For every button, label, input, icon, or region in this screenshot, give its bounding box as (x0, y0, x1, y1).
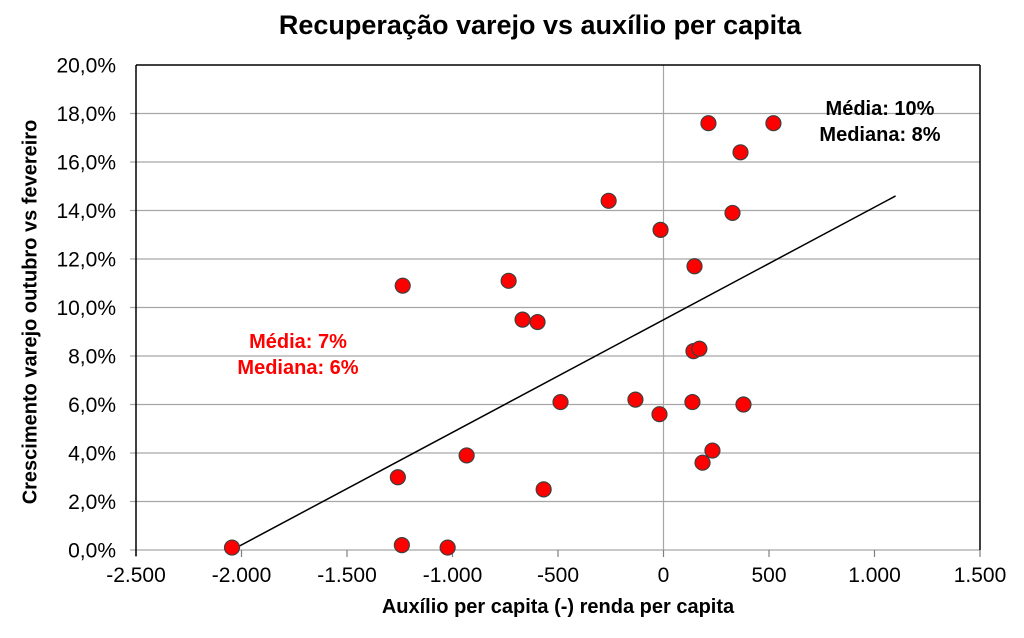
x-tick-label: 500 (751, 564, 786, 587)
data-point (691, 340, 708, 357)
data-point (652, 221, 669, 238)
y-tick-label: 0,0% (68, 540, 116, 563)
data-point (389, 469, 406, 486)
x-tick-label: -500 (537, 564, 579, 587)
y-tick-label: 20,0% (56, 55, 116, 78)
x-axis-title: Auxílio per capita (-) renda per capita (381, 596, 735, 618)
x-tick-label: 0 (658, 564, 670, 587)
data-point (458, 447, 475, 464)
data-point (394, 277, 411, 294)
annotation-right-media: Média: 10% (825, 98, 935, 120)
x-tick-label: -2.000 (212, 564, 272, 587)
data-point (439, 539, 456, 556)
x-tick-label: 1.500 (954, 564, 1007, 587)
annotation-left-media: Média: 7% (249, 331, 347, 353)
y-tick-label: 10,0% (56, 297, 116, 320)
data-point (694, 454, 711, 471)
y-tick-label: 8,0% (68, 346, 116, 369)
data-point (765, 115, 782, 132)
annotation-right-group: Média: 10% Mediana: 8% (819, 96, 940, 148)
data-point (704, 442, 721, 459)
y-tick-label: 18,0% (56, 103, 116, 126)
annotation-left-mediana: Mediana: 6% (237, 357, 359, 379)
data-point (735, 396, 752, 413)
data-point (732, 144, 749, 161)
y-tick-label: 2,0% (68, 491, 116, 514)
data-point (223, 539, 241, 556)
x-tick-label: 1.000 (848, 564, 901, 587)
chart-title: Recuperação varejo vs auxílio per capita (278, 10, 802, 40)
y-tick-label: 12,0% (56, 249, 116, 272)
data-point (514, 311, 531, 328)
data-point (684, 393, 701, 411)
y-tick-label: 4,0% (68, 443, 116, 466)
data-point (535, 481, 552, 498)
data-point (600, 192, 617, 209)
data-point (627, 391, 644, 408)
data-point (651, 406, 668, 423)
y-axis-title: Crescimento varejo outubro vs fevereiro (19, 119, 42, 505)
data-point (529, 313, 546, 331)
annotation-right-mediana: Mediana: 8% (819, 124, 941, 146)
data-point (552, 393, 569, 411)
y-tick-label: 16,0% (56, 152, 116, 175)
x-tick-label: -2.500 (106, 564, 166, 587)
y-tick-label: 6,0% (68, 394, 116, 417)
data-point (700, 115, 717, 132)
x-tick-label: -1.500 (317, 564, 377, 587)
data-point (393, 537, 410, 554)
data-point (724, 204, 741, 222)
trend-line (231, 195, 896, 551)
data-point (686, 258, 703, 275)
annotation-left-group: Média: 7% Mediana: 6% (237, 329, 358, 381)
data-point (500, 272, 517, 289)
y-tick-label: 14,0% (56, 200, 116, 223)
x-tick-label: -1.000 (423, 564, 483, 587)
